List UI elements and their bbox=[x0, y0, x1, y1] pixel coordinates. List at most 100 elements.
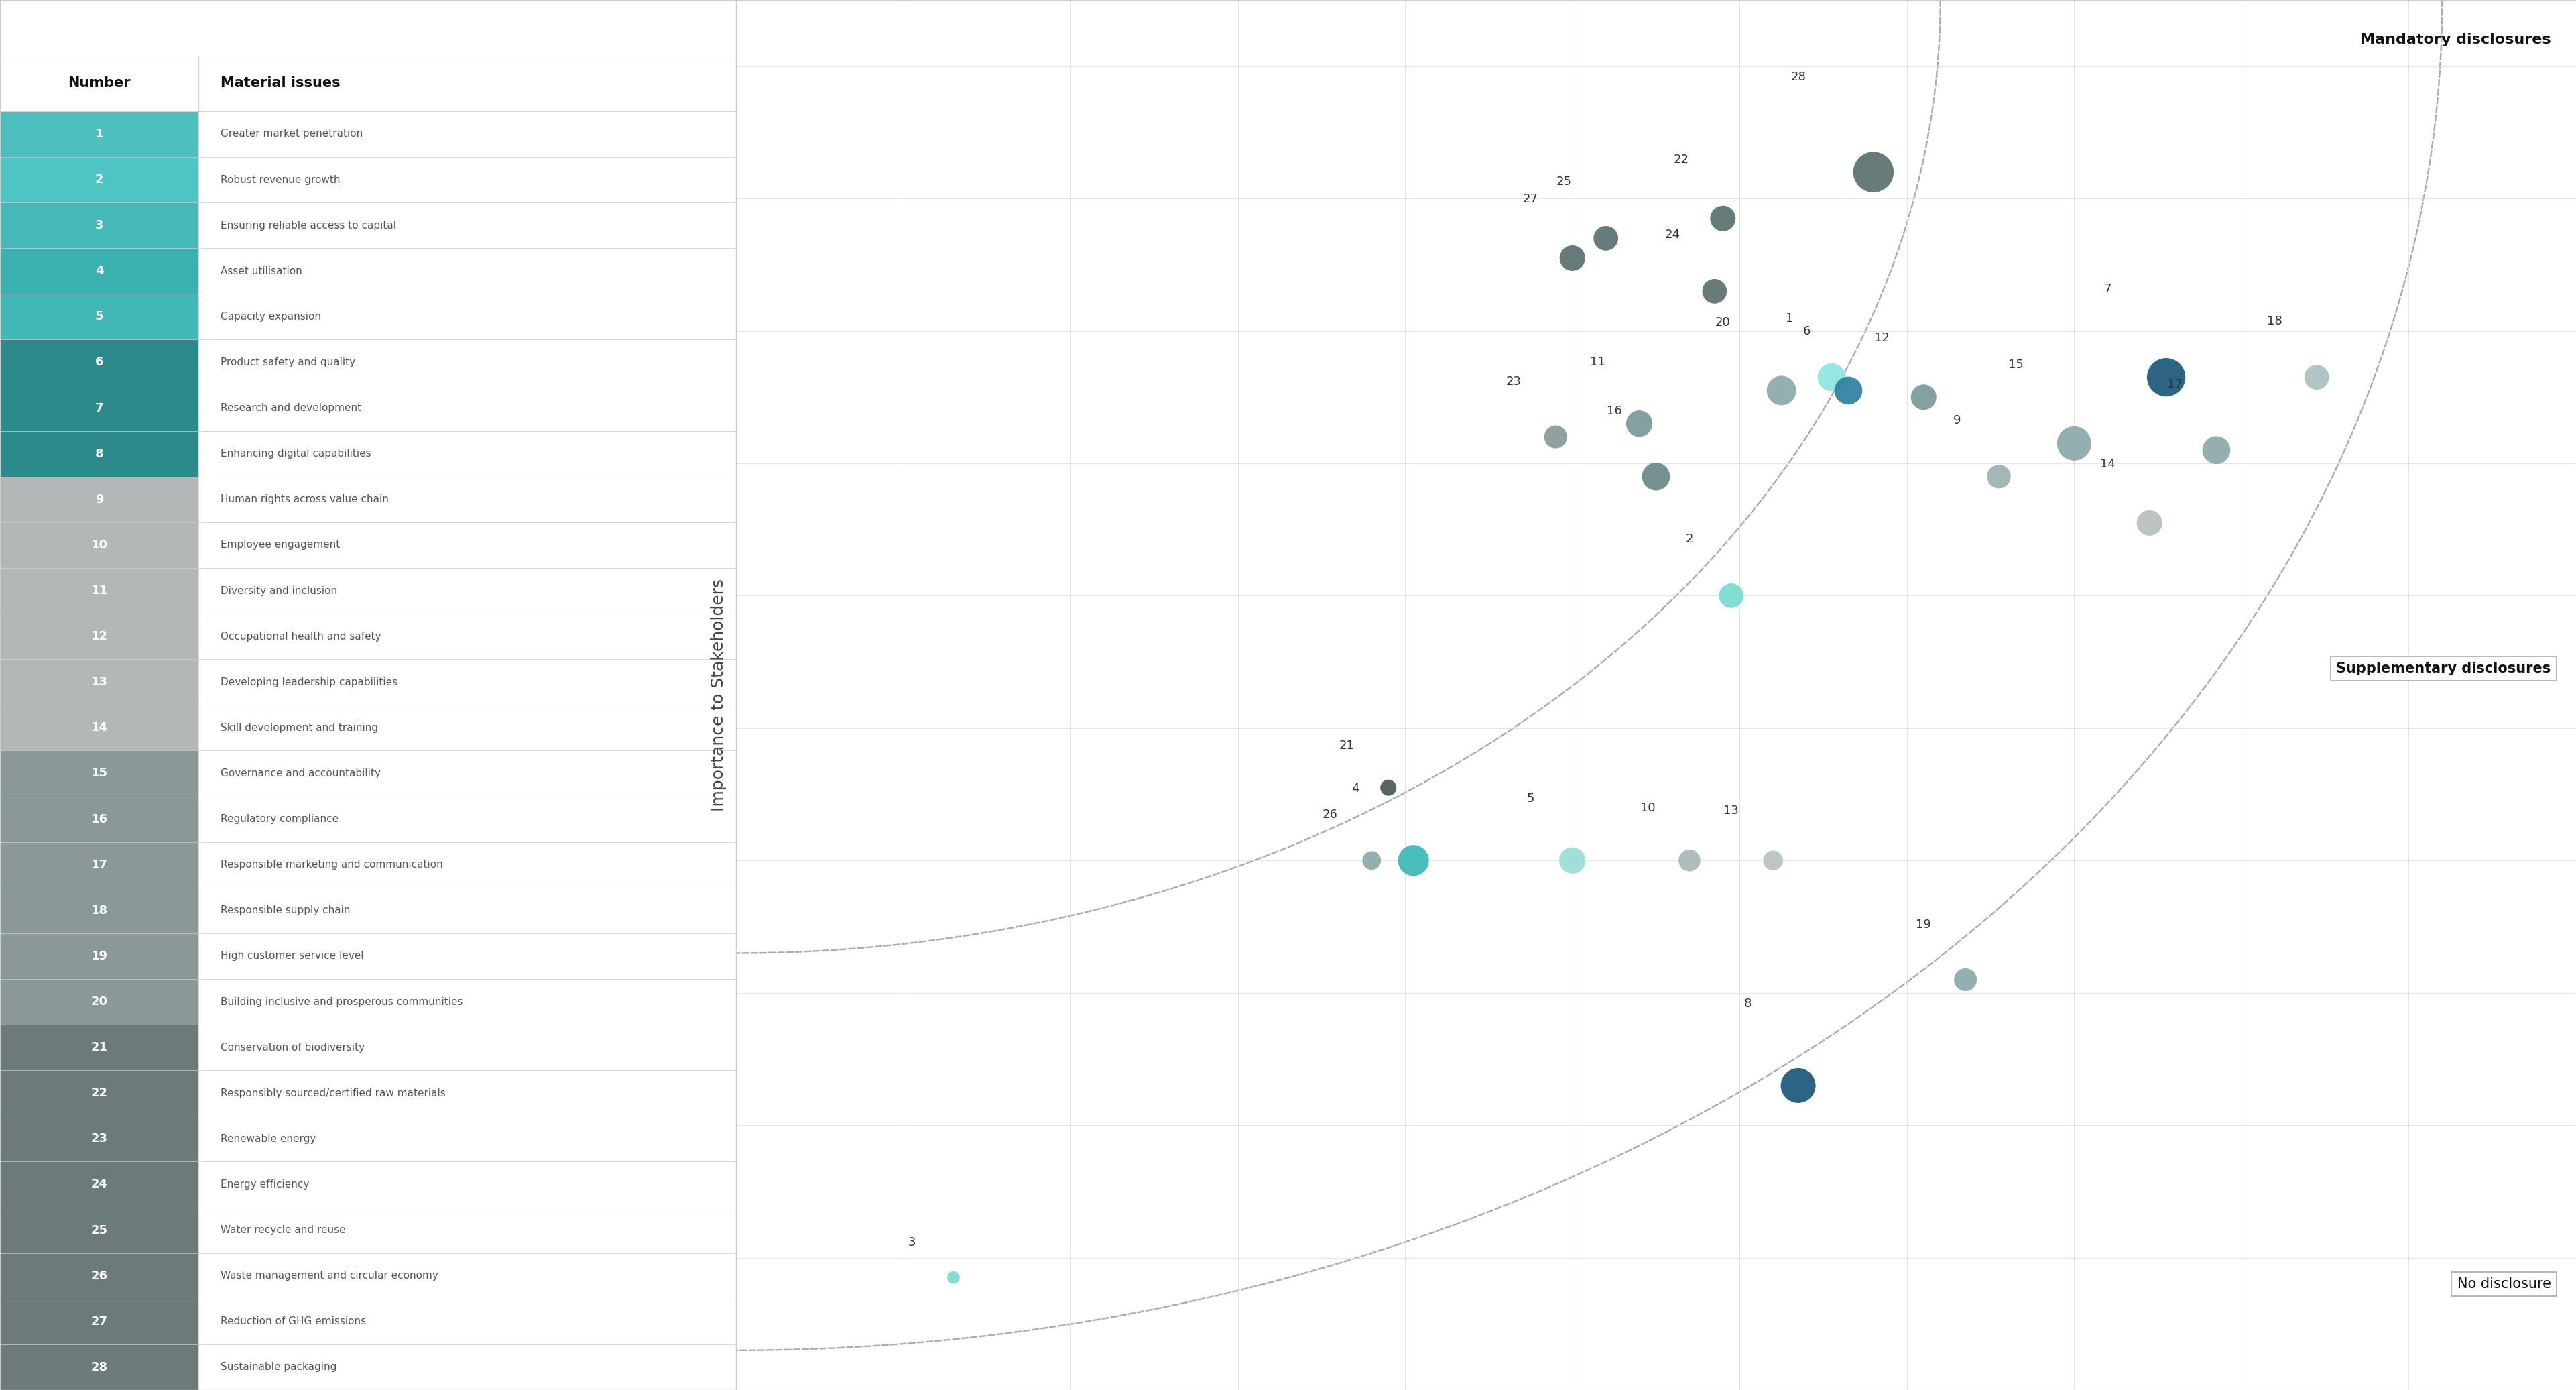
FancyBboxPatch shape bbox=[0, 569, 198, 613]
Text: No disclosure: No disclosure bbox=[2458, 1277, 2550, 1291]
FancyBboxPatch shape bbox=[0, 339, 198, 385]
Text: 3: 3 bbox=[95, 220, 103, 231]
Text: 6: 6 bbox=[1803, 325, 1811, 338]
FancyBboxPatch shape bbox=[0, 1162, 198, 1208]
Point bbox=[2295, 366, 2336, 388]
Text: Energy efficiency: Energy efficiency bbox=[222, 1180, 309, 1190]
FancyBboxPatch shape bbox=[198, 659, 737, 705]
Text: 7: 7 bbox=[95, 402, 103, 414]
Text: 13: 13 bbox=[1723, 805, 1739, 817]
FancyBboxPatch shape bbox=[0, 842, 198, 888]
Text: 10: 10 bbox=[1641, 802, 1656, 815]
Text: 25: 25 bbox=[90, 1225, 108, 1236]
Text: 9: 9 bbox=[1953, 414, 1960, 427]
Text: 2: 2 bbox=[95, 174, 103, 186]
FancyBboxPatch shape bbox=[0, 613, 198, 659]
FancyBboxPatch shape bbox=[198, 339, 737, 385]
FancyBboxPatch shape bbox=[0, 523, 198, 569]
Text: Developing leadership capabilities: Developing leadership capabilities bbox=[222, 677, 397, 687]
FancyBboxPatch shape bbox=[198, 888, 737, 933]
Text: Diversity and inclusion: Diversity and inclusion bbox=[222, 585, 337, 596]
FancyBboxPatch shape bbox=[0, 111, 198, 157]
FancyBboxPatch shape bbox=[0, 888, 198, 933]
Text: 22: 22 bbox=[90, 1087, 108, 1099]
Y-axis label: Importance to Stakeholders: Importance to Stakeholders bbox=[711, 578, 726, 812]
FancyBboxPatch shape bbox=[0, 1344, 198, 1390]
Text: 3: 3 bbox=[907, 1236, 914, 1248]
FancyBboxPatch shape bbox=[198, 796, 737, 842]
Text: 5: 5 bbox=[95, 311, 103, 322]
FancyBboxPatch shape bbox=[0, 1024, 198, 1070]
Text: Conservation of biodiversity: Conservation of biodiversity bbox=[222, 1042, 366, 1052]
FancyBboxPatch shape bbox=[0, 56, 737, 111]
Text: Capacity expansion: Capacity expansion bbox=[222, 311, 322, 321]
Text: 14: 14 bbox=[2099, 457, 2115, 470]
Text: Product safety and quality: Product safety and quality bbox=[222, 357, 355, 367]
Text: 20: 20 bbox=[90, 995, 108, 1008]
Text: Reduction of GHG emissions: Reduction of GHG emissions bbox=[222, 1316, 366, 1326]
Text: Number: Number bbox=[67, 76, 131, 90]
Point bbox=[1777, 1074, 1819, 1097]
FancyBboxPatch shape bbox=[198, 979, 737, 1024]
Text: Occupational health and safety: Occupational health and safety bbox=[222, 631, 381, 641]
FancyBboxPatch shape bbox=[198, 1024, 737, 1070]
Text: 2: 2 bbox=[1685, 534, 1692, 545]
Text: 12: 12 bbox=[1875, 332, 1888, 345]
Point bbox=[1852, 161, 1893, 183]
Text: Robust revenue growth: Robust revenue growth bbox=[222, 175, 340, 185]
FancyBboxPatch shape bbox=[198, 842, 737, 888]
Text: 8: 8 bbox=[95, 448, 103, 460]
Text: 16: 16 bbox=[1607, 404, 1623, 417]
FancyBboxPatch shape bbox=[0, 705, 198, 751]
Text: Greater market penetration: Greater market penetration bbox=[222, 129, 363, 139]
FancyBboxPatch shape bbox=[198, 431, 737, 477]
Point bbox=[2146, 366, 2187, 388]
FancyBboxPatch shape bbox=[0, 1208, 198, 1252]
Text: 8: 8 bbox=[1744, 998, 1752, 1011]
FancyBboxPatch shape bbox=[0, 431, 198, 477]
Text: 12: 12 bbox=[90, 631, 108, 642]
Text: 18: 18 bbox=[90, 905, 108, 916]
Point bbox=[1762, 379, 1803, 402]
Text: Water recycle and reuse: Water recycle and reuse bbox=[222, 1225, 345, 1236]
FancyBboxPatch shape bbox=[0, 157, 198, 203]
Text: Responsible marketing and communication: Responsible marketing and communication bbox=[222, 860, 443, 870]
Point bbox=[1535, 425, 1577, 448]
Text: 21: 21 bbox=[90, 1041, 108, 1054]
FancyBboxPatch shape bbox=[0, 1298, 198, 1344]
Text: 6: 6 bbox=[95, 356, 103, 368]
FancyBboxPatch shape bbox=[0, 293, 198, 339]
Text: 15: 15 bbox=[2007, 359, 2022, 371]
Point bbox=[1636, 466, 1677, 488]
Text: 23: 23 bbox=[90, 1133, 108, 1145]
FancyBboxPatch shape bbox=[198, 933, 737, 979]
Text: 4: 4 bbox=[95, 265, 103, 277]
FancyBboxPatch shape bbox=[198, 705, 737, 751]
FancyBboxPatch shape bbox=[198, 523, 737, 569]
FancyBboxPatch shape bbox=[0, 796, 198, 842]
FancyBboxPatch shape bbox=[0, 385, 198, 431]
FancyBboxPatch shape bbox=[198, 1070, 737, 1116]
Text: 14: 14 bbox=[90, 721, 108, 734]
FancyBboxPatch shape bbox=[198, 613, 737, 659]
Text: 27: 27 bbox=[90, 1315, 108, 1327]
Point bbox=[1703, 207, 1744, 229]
Text: 19: 19 bbox=[1917, 919, 1932, 931]
Text: 17: 17 bbox=[2166, 378, 2182, 391]
Text: Employee engagement: Employee engagement bbox=[222, 541, 340, 550]
Text: Material issues: Material issues bbox=[222, 76, 340, 90]
Text: 11: 11 bbox=[90, 585, 108, 596]
FancyBboxPatch shape bbox=[198, 1252, 737, 1298]
FancyBboxPatch shape bbox=[198, 293, 737, 339]
FancyBboxPatch shape bbox=[0, 203, 198, 249]
Text: Enhancing digital capabilities: Enhancing digital capabilities bbox=[222, 449, 371, 459]
Text: 20: 20 bbox=[1716, 317, 1731, 328]
FancyBboxPatch shape bbox=[198, 1298, 737, 1344]
Point bbox=[1368, 777, 1409, 799]
Text: 16: 16 bbox=[90, 813, 108, 826]
Text: Responsible supply chain: Responsible supply chain bbox=[222, 905, 350, 916]
Text: Ensuring reliable access to capital: Ensuring reliable access to capital bbox=[222, 221, 397, 231]
FancyBboxPatch shape bbox=[0, 979, 198, 1024]
FancyBboxPatch shape bbox=[0, 477, 198, 523]
Text: 13: 13 bbox=[90, 676, 108, 688]
